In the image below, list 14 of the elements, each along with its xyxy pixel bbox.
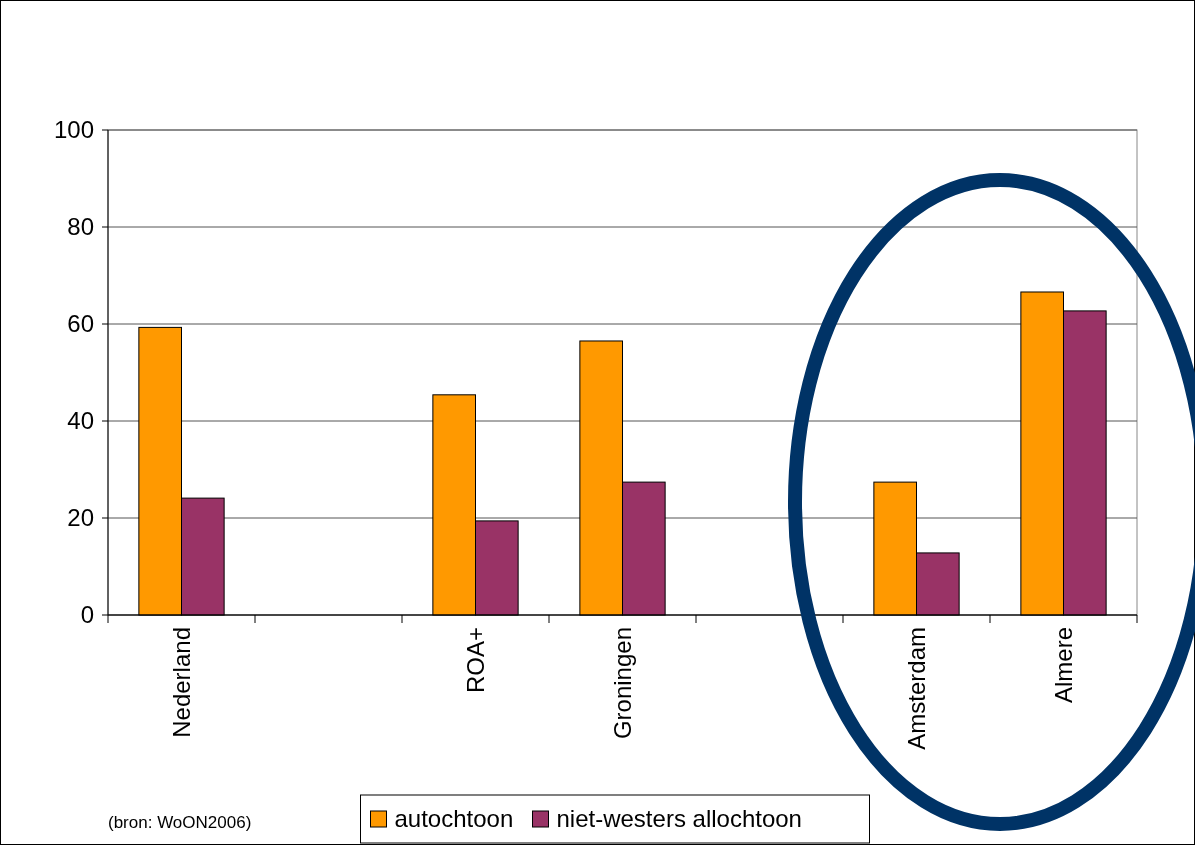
legend-label: autochtoon <box>394 805 514 833</box>
y-tick-label: 0 <box>80 601 94 629</box>
y-tick-label: 100 <box>53 116 94 144</box>
legend-label: niet-westers allochtoon <box>556 805 802 833</box>
x-tick-label: Almere <box>1049 627 1077 704</box>
y-tick-label: 60 <box>67 310 94 338</box>
x-tick-label: Amsterdam <box>902 627 930 750</box>
y-tick-label: 40 <box>67 407 94 435</box>
x-tick-label: ROA+ <box>461 627 489 694</box>
y-tick-label: 80 <box>67 213 94 241</box>
x-tick-label: Groningen <box>608 627 636 740</box>
text: (bron: WoON2006) <box>108 813 252 832</box>
y-tick-label: 20 <box>67 504 94 532</box>
x-tick-label: Nederland <box>167 627 195 738</box>
